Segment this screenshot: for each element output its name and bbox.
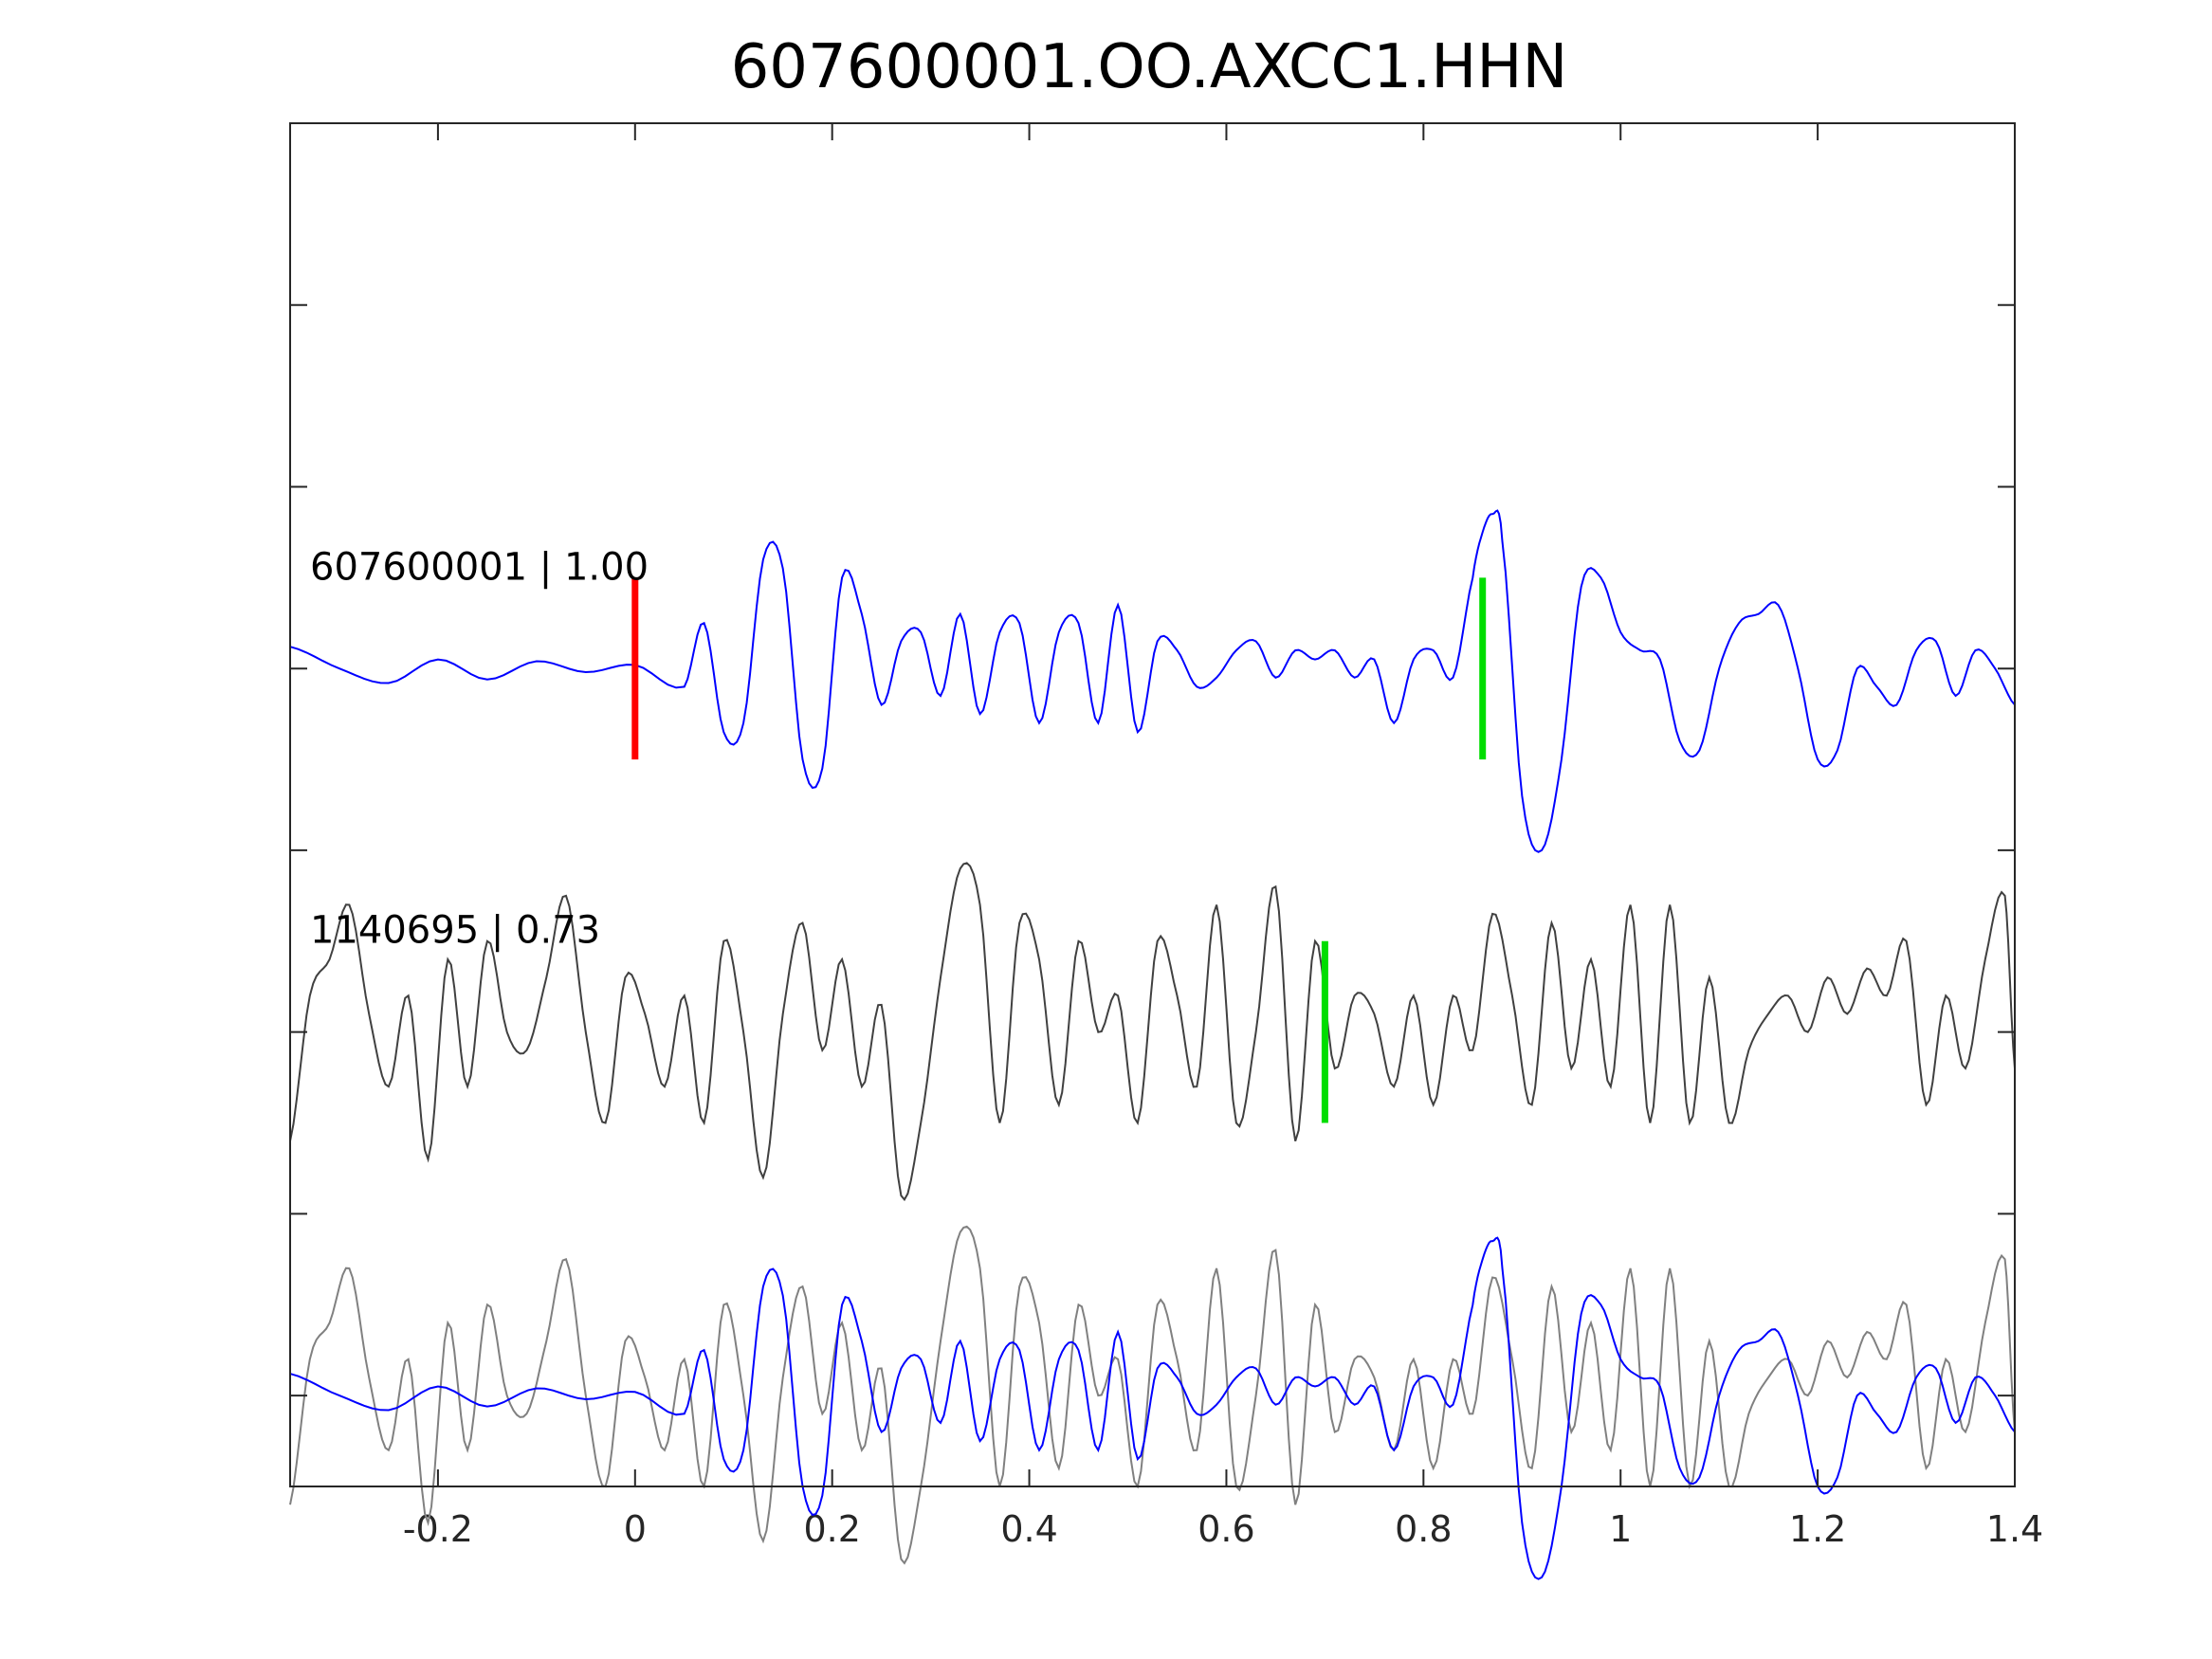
- x-tick-label: 0.6: [1197, 1508, 1254, 1550]
- x-tick-label: 0.8: [1395, 1508, 1452, 1550]
- x-tick-label: 1.4: [1986, 1508, 2043, 1550]
- trace-line-2: [289, 862, 2016, 1202]
- trace-line-1: [289, 509, 2016, 853]
- overlay-series-grey: [289, 1225, 2016, 1565]
- x-tick-label: 1.2: [1789, 1508, 1846, 1550]
- x-tick-label: -0.2: [403, 1508, 473, 1550]
- axis-ticks: [290, 123, 2016, 1486]
- x-tick-label: 0: [624, 1508, 647, 1550]
- x-tick-labels: -0.2 0 0.2 0.4 0.6 0.8 1 1.2 1.4: [403, 1508, 2043, 1550]
- x-tick-label: 0.4: [1000, 1508, 1057, 1550]
- axes-frame: [289, 122, 2016, 1487]
- plot-area: 607600001 | 1.00 1140695 | 0.73: [289, 509, 2016, 1580]
- overlay-series-blue: [289, 1236, 2016, 1580]
- trace-label-1: 607600001 | 1.00: [310, 545, 649, 589]
- chart-title: 607600001.OO.AXCC1.HHN: [731, 32, 1568, 102]
- x-tick-label: 1: [1609, 1508, 1632, 1550]
- trace-label-2: 1140695 | 0.73: [310, 909, 600, 953]
